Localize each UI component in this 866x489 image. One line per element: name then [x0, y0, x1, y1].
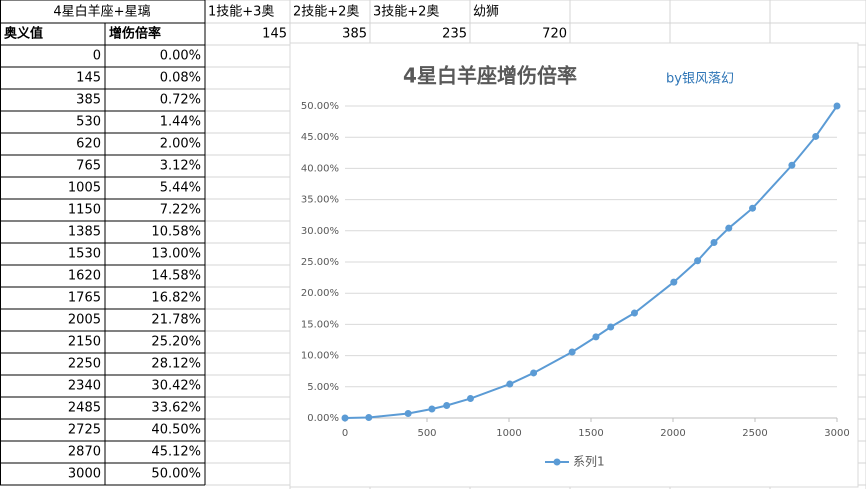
cell: 25.20%	[151, 335, 201, 350]
cell: 3.12%	[160, 159, 201, 174]
data-point	[530, 369, 538, 377]
data-point	[428, 405, 436, 413]
cell: 2250	[68, 357, 101, 372]
data-point	[607, 323, 615, 331]
data-point	[443, 402, 451, 410]
cell: 0	[93, 49, 101, 64]
cell: 3000	[68, 467, 101, 482]
cell: 1530	[68, 247, 101, 262]
cell: 28.12%	[151, 357, 201, 372]
x-tick-label: 2000	[660, 428, 685, 439]
cell: 1385	[68, 225, 101, 240]
data-point	[630, 309, 638, 317]
cell: 10.58%	[151, 225, 201, 240]
cell: 385	[342, 27, 367, 42]
cell: 530	[76, 115, 101, 130]
x-tick-label: 500	[417, 428, 436, 439]
cell: 0.72%	[160, 93, 201, 108]
cell: 2.00%	[160, 137, 201, 152]
cell: 5.44%	[160, 181, 201, 196]
x-tick-label: 3000	[824, 428, 849, 439]
cell: 0.08%	[160, 71, 201, 86]
cell: 765	[76, 159, 101, 174]
data-point	[812, 132, 820, 140]
y-tick-label: 15.00%	[301, 319, 339, 330]
legend-marker	[553, 458, 561, 466]
y-tick-label: 40.00%	[301, 163, 339, 174]
cell: 2340	[68, 379, 101, 394]
y-tick-label: 20.00%	[301, 288, 339, 299]
x-tick-label: 0	[342, 428, 348, 439]
cell: 0.00%	[160, 49, 201, 64]
data-point	[365, 414, 373, 422]
y-tick-label: 10.00%	[301, 351, 339, 362]
data-point	[833, 102, 841, 110]
cell: 30.42%	[151, 379, 201, 394]
column-label: 增伤倍率	[109, 26, 161, 42]
y-tick-label: 5.00%	[307, 382, 339, 393]
y-tick-label: 35.00%	[301, 195, 339, 206]
x-tick-label: 1000	[496, 428, 521, 439]
column-header: 幼狮	[473, 5, 499, 20]
cell: 1765	[68, 291, 101, 306]
cell: 1150	[68, 203, 101, 218]
cell: 16.82%	[151, 291, 201, 306]
x-tick-label: 1500	[578, 428, 603, 439]
data-point	[725, 224, 733, 232]
chart-area	[289, 42, 859, 488]
cell: 2150	[68, 335, 101, 350]
y-tick-label: 45.00%	[301, 132, 339, 143]
cell: 33.62%	[151, 401, 201, 416]
cell: 2005	[68, 313, 101, 328]
cell: 45.12%	[151, 445, 201, 460]
cell: 2485	[68, 401, 101, 416]
y-tick-label: 50.00%	[301, 101, 339, 112]
x-tick-label: 2500	[742, 428, 767, 439]
cell: 235	[442, 27, 467, 42]
y-tick-label: 0.00%	[307, 413, 339, 424]
column-header: 2技能+2奥	[293, 5, 359, 20]
data-point	[341, 414, 349, 422]
data-point	[670, 278, 678, 286]
data-point	[710, 239, 718, 247]
cell: 145	[262, 27, 287, 42]
cell: 13.00%	[151, 247, 201, 262]
cell: 21.78%	[151, 313, 201, 328]
data-point	[749, 204, 757, 212]
cell: 50.00%	[151, 467, 201, 482]
cell: 40.50%	[151, 423, 201, 438]
cell: 720	[542, 27, 567, 42]
data-point	[788, 161, 796, 169]
data-point	[694, 257, 702, 265]
column-label: 奥义值	[4, 26, 43, 42]
data-point	[568, 348, 576, 356]
cell: 2725	[68, 423, 101, 438]
column-header: 1技能+3奥	[208, 5, 274, 20]
merged-header: 4星白羊座+星璃	[53, 4, 150, 20]
cell: 1.44%	[160, 115, 201, 130]
chart-subtitle: by银风落幻	[666, 72, 734, 87]
column-header: 3技能+2奥	[373, 5, 439, 20]
data-point	[404, 410, 412, 418]
legend-label: 系列1	[573, 455, 605, 469]
chart-title: 4星白羊座增伤倍率	[403, 64, 577, 88]
cell: 1620	[68, 269, 101, 284]
y-tick-label: 25.00%	[301, 257, 339, 268]
data-point	[592, 333, 600, 341]
cell: 620	[76, 137, 101, 152]
data-point	[466, 395, 474, 403]
data-point	[506, 380, 514, 388]
y-tick-label: 30.00%	[301, 226, 339, 237]
cell: 1005	[68, 181, 101, 196]
cell: 14.58%	[151, 269, 201, 284]
cell: 385	[76, 93, 101, 108]
cell: 145	[76, 71, 101, 86]
cell: 7.22%	[160, 203, 201, 218]
cell: 2870	[68, 445, 101, 460]
